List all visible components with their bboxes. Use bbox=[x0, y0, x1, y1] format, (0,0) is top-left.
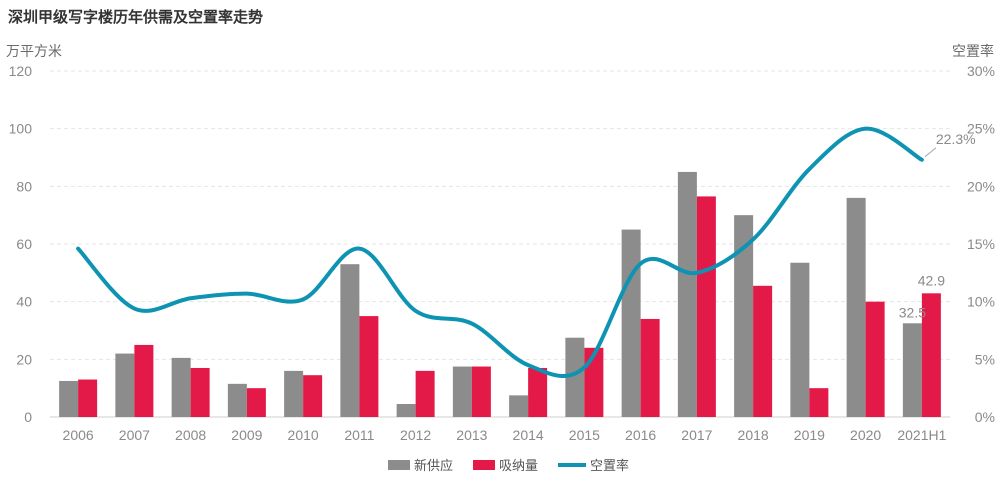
bar-supply bbox=[846, 197, 866, 417]
left-axis-label: 万平方米 bbox=[6, 44, 62, 60]
bar-absorption bbox=[809, 388, 829, 417]
bar-supply bbox=[340, 264, 360, 417]
bar-absorption bbox=[303, 375, 323, 417]
vacancy-line bbox=[76, 126, 924, 378]
x-tick-label: 2011 bbox=[344, 427, 374, 443]
data-label-vacancy-2021h1: 22.3% bbox=[936, 131, 976, 147]
x-axis-ticks: 2006 2007 2008 2009 2010 2011 2012 2013 2014 2015… bbox=[63, 427, 947, 443]
right-tick-label: 15% bbox=[967, 236, 995, 252]
legend-swatch-supply bbox=[388, 460, 410, 470]
bar-absorption bbox=[753, 285, 773, 417]
bar-supply bbox=[621, 229, 641, 417]
bar-supply bbox=[565, 337, 585, 417]
x-tick-label: 2006 bbox=[63, 427, 94, 443]
left-tick-label: 0 bbox=[24, 409, 32, 425]
x-tick-label: 2010 bbox=[288, 427, 319, 443]
bar-supply bbox=[790, 262, 810, 417]
x-tick-label: 2007 bbox=[119, 427, 150, 443]
bar-supply bbox=[396, 404, 416, 417]
legend-label: 新供应 bbox=[414, 458, 453, 474]
left-tick-label: 40 bbox=[16, 294, 32, 310]
x-tick-label: 2015 bbox=[569, 427, 600, 443]
right-tick-label: 30% bbox=[967, 63, 995, 79]
legend-swatch-absorption bbox=[473, 460, 495, 470]
bar-absorption bbox=[528, 367, 548, 417]
data-label-supply-2021h1: 32.5 bbox=[899, 304, 926, 320]
left-tick-label: 80 bbox=[16, 178, 32, 194]
bar-supply bbox=[284, 370, 304, 417]
bar-supply bbox=[115, 353, 135, 417]
x-tick-label: 2016 bbox=[625, 427, 656, 443]
legend-label: 空置率 bbox=[590, 458, 629, 474]
legend-label: 吸纳量 bbox=[499, 459, 538, 474]
right-tick-label: 20% bbox=[967, 178, 995, 194]
right-tick-label: 25% bbox=[967, 121, 995, 137]
x-tick-label: 2018 bbox=[738, 427, 769, 443]
right-axis-ticks: 0% 5% 10% 15% 20% 25% 30% bbox=[967, 63, 995, 425]
bar-absorption bbox=[78, 379, 98, 417]
vacancy-rate-line bbox=[76, 126, 924, 378]
bar-supply bbox=[452, 366, 472, 417]
bar-supply bbox=[734, 215, 754, 417]
bar-absorption bbox=[471, 366, 491, 417]
x-tick-label: 2013 bbox=[456, 427, 487, 443]
x-tick-label: 2014 bbox=[513, 427, 544, 443]
bar-supply bbox=[227, 383, 247, 417]
x-tick-label: 2012 bbox=[400, 427, 431, 443]
bar-absorption bbox=[640, 318, 660, 417]
left-axis-ticks: 0 20 40 60 80 100 120 bbox=[9, 63, 33, 425]
x-tick-label: 2019 bbox=[794, 427, 825, 443]
right-tick-label: 5% bbox=[975, 351, 995, 367]
bar-absorption bbox=[246, 388, 266, 417]
x-tick-label: 2021H1 bbox=[897, 427, 946, 443]
bar-absorption bbox=[359, 316, 379, 417]
bar-absorption bbox=[865, 301, 885, 417]
bar-absorption bbox=[415, 370, 435, 417]
bar-supply bbox=[902, 323, 922, 417]
x-tick-label: 2020 bbox=[850, 427, 881, 443]
bar-absorption bbox=[134, 344, 154, 417]
vacancy-label-leader bbox=[924, 147, 937, 158]
chart-title: 深圳甲级写字楼历年供需及空置率走势 bbox=[8, 8, 264, 26]
left-tick-label: 100 bbox=[9, 121, 33, 137]
bar-absorption bbox=[921, 293, 941, 417]
x-tick-label: 2017 bbox=[681, 427, 712, 443]
data-labels: 32.5 42.9 22.3% bbox=[899, 131, 976, 320]
left-tick-label: 120 bbox=[9, 63, 33, 79]
bar-absorption bbox=[190, 367, 210, 417]
right-axis-label: 空置率 bbox=[952, 43, 994, 60]
x-tick-label: 2009 bbox=[231, 427, 262, 443]
bar-absorption bbox=[696, 196, 716, 417]
right-tick-label: 10% bbox=[967, 294, 995, 310]
bar-supply bbox=[677, 171, 697, 417]
bar-supply bbox=[59, 380, 79, 417]
bars bbox=[59, 171, 941, 417]
left-tick-label: 20 bbox=[16, 351, 32, 367]
bar-supply bbox=[171, 357, 191, 417]
data-label-absorption-2021h1: 42.9 bbox=[918, 272, 945, 288]
bar-supply bbox=[509, 395, 529, 417]
x-tick-label: 2008 bbox=[175, 427, 206, 443]
left-tick-label: 60 bbox=[16, 236, 32, 252]
legend: 新供应 吸纳量 空置率 bbox=[388, 458, 629, 474]
right-tick-label: 0% bbox=[975, 409, 995, 425]
